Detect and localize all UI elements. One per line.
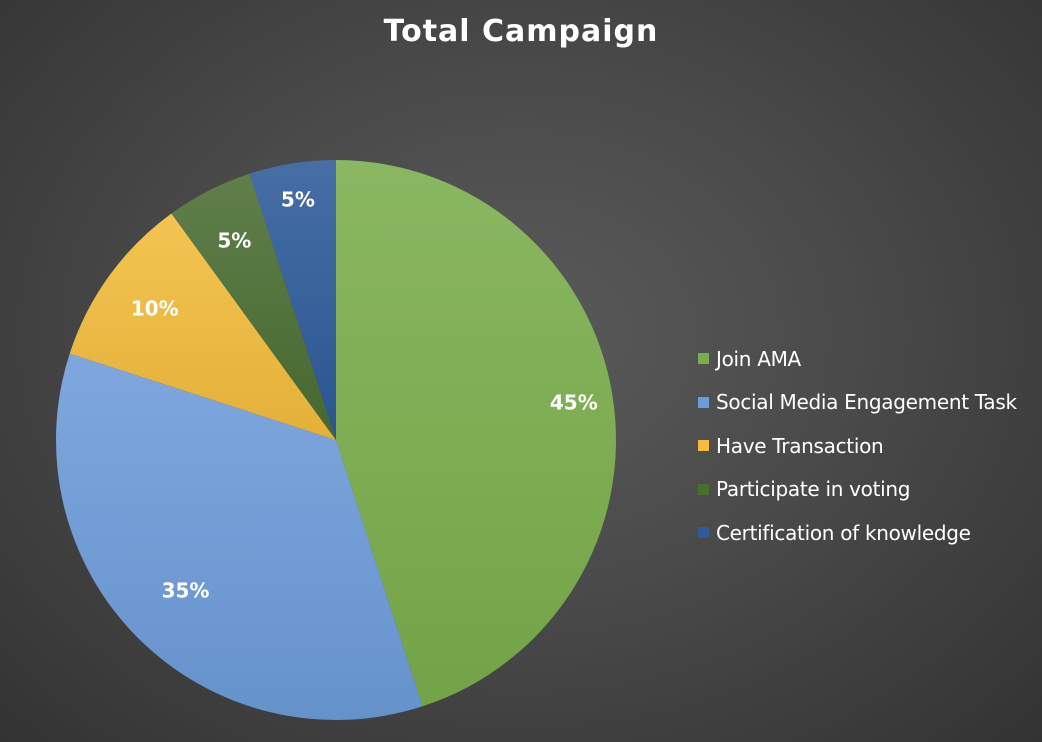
data-label-join-ama: 45%	[550, 390, 598, 414]
pie-slice-join-ama	[336, 160, 617, 707]
legend-swatch	[698, 483, 709, 495]
legend-item-certification-of-knowledge: Certification of knowledge	[698, 511, 1038, 555]
legend-item-social-media-engagement-task: Social Media Engagement Task	[698, 381, 1038, 425]
legend-label: Social Media Engagement Task	[716, 390, 1017, 415]
legend: Join AMA Social Media Engagement Task Have…	[698, 337, 1038, 555]
data-label-have-transaction: 10%	[131, 296, 179, 320]
legend-label: Join AMA	[716, 346, 801, 371]
legend-item-participate-in-voting: Participate in voting	[698, 468, 1038, 512]
data-label-social-media-engagement-task: 35%	[162, 578, 210, 602]
legend-swatch	[698, 440, 709, 452]
legend-label: Have Transaction	[716, 433, 884, 458]
data-label-certification-of-knowledge: 5%	[281, 187, 315, 211]
pie-slice-social-media-engagement-task	[55, 353, 423, 721]
legend-swatch	[698, 396, 709, 408]
legend-label: Participate in voting	[716, 477, 911, 502]
pie-slice-certification-of-knowledge	[249, 160, 336, 440]
legend-label: Certification of knowledge	[716, 520, 971, 545]
pie-slice-participate-in-voting	[171, 173, 336, 441]
legend-swatch	[698, 353, 709, 365]
legend-item-have-transaction: Have Transaction	[698, 424, 1038, 468]
legend-item-join-ama: Join AMA	[698, 337, 1038, 381]
pie-slice-have-transaction	[69, 213, 337, 440]
chart-title: Total Campaign	[383, 14, 659, 49]
legend-swatch	[698, 527, 709, 539]
data-label-participate-in-voting: 5%	[217, 228, 251, 252]
